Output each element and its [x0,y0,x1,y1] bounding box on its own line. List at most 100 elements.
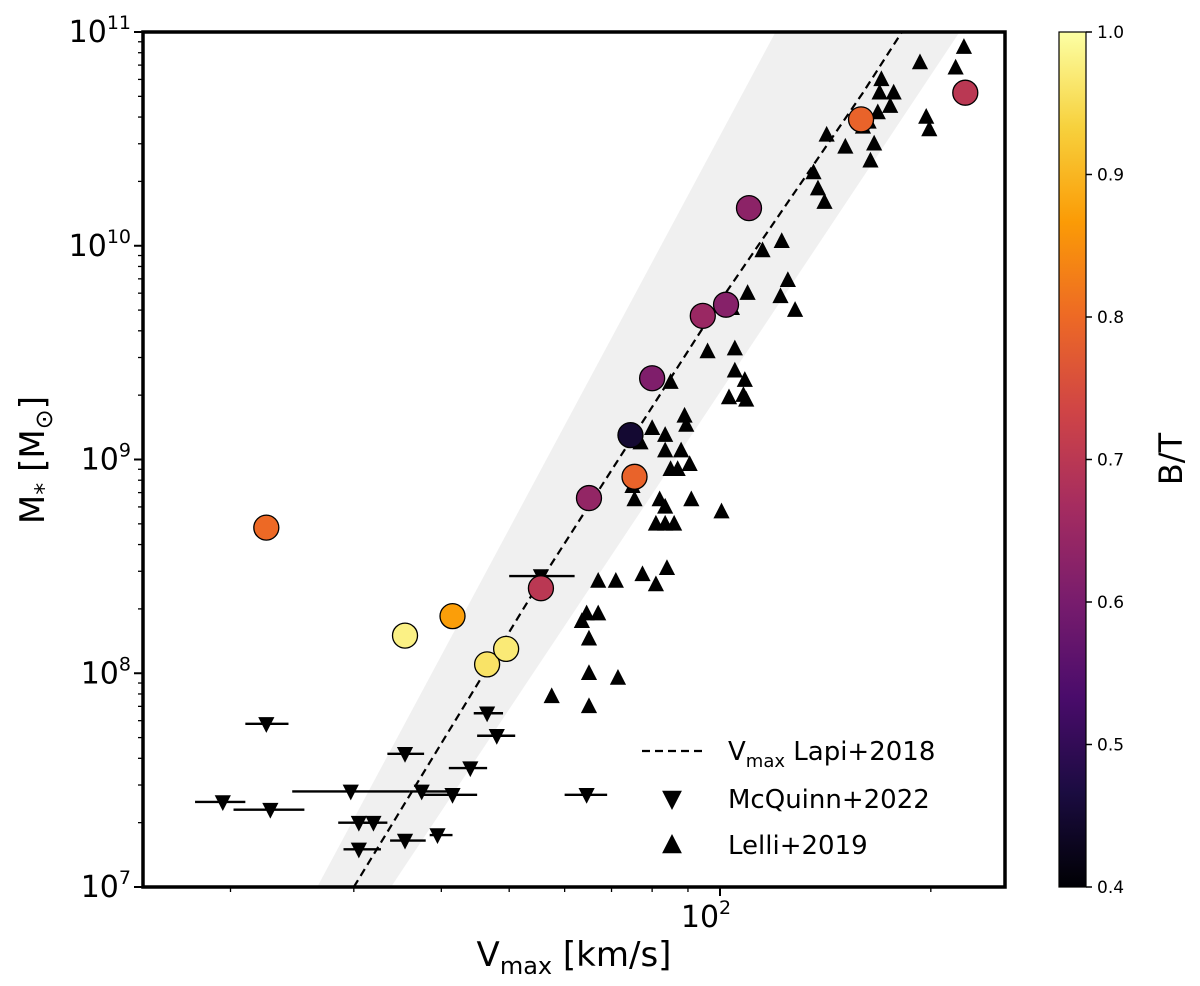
lelli-point [609,669,627,685]
lelli-point [873,70,890,87]
colorbar-tick-label: 0.9 [1097,166,1124,186]
y-tick-label: 109 [81,440,131,478]
lelli-point [1026,21,1042,37]
lelli-point [720,388,738,405]
mcquinn-point [387,747,425,763]
y-tick-exponent: 10 [107,226,131,248]
lelli-point [1015,31,1031,47]
simulated-galaxy-point [473,651,501,678]
y-tick-base: 10 [69,15,107,50]
lelli-point [580,664,598,680]
legend-item: McQuinn+2022 [662,785,930,815]
mcquinn-points [195,569,608,859]
simulated-galaxy-point [621,463,648,490]
lelli-point [805,163,822,180]
colorbar-tick-label: 0.7 [1097,451,1124,471]
lelli-point [626,490,643,507]
legend-label-rest: Lapi+2018 [785,737,935,767]
legend-label: Lelli+2019 [728,831,868,861]
y-tick-base: 10 [81,443,119,478]
mcquinn-marker [429,828,446,845]
lelli-point [726,339,743,356]
ylabel-end: ] [13,396,53,409]
ylabel-main: M [13,495,53,524]
lelli-point [736,371,753,387]
mcquinn-point [564,788,608,804]
lelli-point [965,14,981,30]
ylabel-container: M* [M⊙] [13,396,58,524]
mcquinn-point [233,802,305,819]
lelli-point [657,426,674,442]
lelli-point [607,572,624,588]
lelli-point [816,193,833,209]
mcquinn-marker [413,784,430,801]
y-tick-base: 10 [81,656,119,691]
lelli-point [866,134,883,151]
simulated-points [253,79,979,678]
colorbar-tick-label: 0.4 [1097,878,1124,898]
lelli-point [871,83,888,100]
lelli-point [647,575,665,592]
x-axis-label: Vmax [km/s] [477,935,672,980]
y-tick-label: 107 [81,867,131,905]
simulated-galaxy-point [712,291,740,318]
lelli-point [918,108,935,124]
lelli-point [911,53,929,70]
lelli-point [657,441,674,458]
y-tick-exponent: 8 [119,653,131,675]
mcquinn-point [390,833,426,850]
y-tick-exponent: 9 [119,440,131,462]
mcquinn-point [363,815,388,832]
lelli-point [644,419,661,436]
xlabel-sub: max [500,952,552,980]
legend-label-text: McQuinn+2022 [728,785,930,815]
colorbar-tick-label: 0.5 [1097,736,1124,756]
lelli-point [809,179,827,196]
lelli-point [837,137,854,154]
lelli-point [772,287,789,304]
mcquinn-marker [365,815,382,832]
xlabel-rest: [km/s] [552,935,671,975]
lelli-point [779,271,796,287]
lelli-point [681,455,698,472]
simulated-galaxy-point [575,484,603,512]
lelli-point [580,629,598,646]
mcquinn-marker [462,761,479,778]
lelli-point [662,373,679,389]
y-tick-label: 108 [81,653,131,691]
y-axis-label: M* [M⊙] [13,396,58,524]
lelli-point [930,14,946,30]
lelli-point [1017,53,1033,69]
lelli-point [683,490,700,507]
lelli-point [590,572,607,588]
xlabel-container: Vmax [km/s] [477,935,672,980]
mcquinn-marker [214,795,231,811]
mcquinn-point [245,717,289,733]
x-tick-base: 10 [681,900,719,935]
mcquinn-marker [258,717,275,733]
colorbar-gradient [1058,31,1087,888]
legend-label-text: Lelli+2019 [728,831,868,861]
colorbar-tick-label: 0.6 [1097,593,1124,613]
mcquinn-marker [396,747,414,763]
lelli-point [885,83,902,100]
lelli-point [658,559,676,575]
y-tick-label: 1011 [69,12,131,50]
lelli-point [657,497,674,514]
lelli-point [818,125,835,142]
mcquinn-point [421,788,478,804]
mcquinn-point [477,729,516,745]
mcquinn-marker [342,784,359,801]
mcquinn-marker [396,833,414,850]
lelli-point [955,38,973,54]
mcquinn-marker [262,802,279,819]
legend-item: Lelli+2019 [662,831,868,861]
mcquinn-point [409,784,449,801]
colorbar-label: B/T [1152,432,1190,485]
mcquinn-point [448,761,488,778]
lelli-point [975,32,992,33]
legend-down-triangle-marker [662,790,682,810]
lelli-point [869,103,886,120]
lelli-point [669,460,686,477]
